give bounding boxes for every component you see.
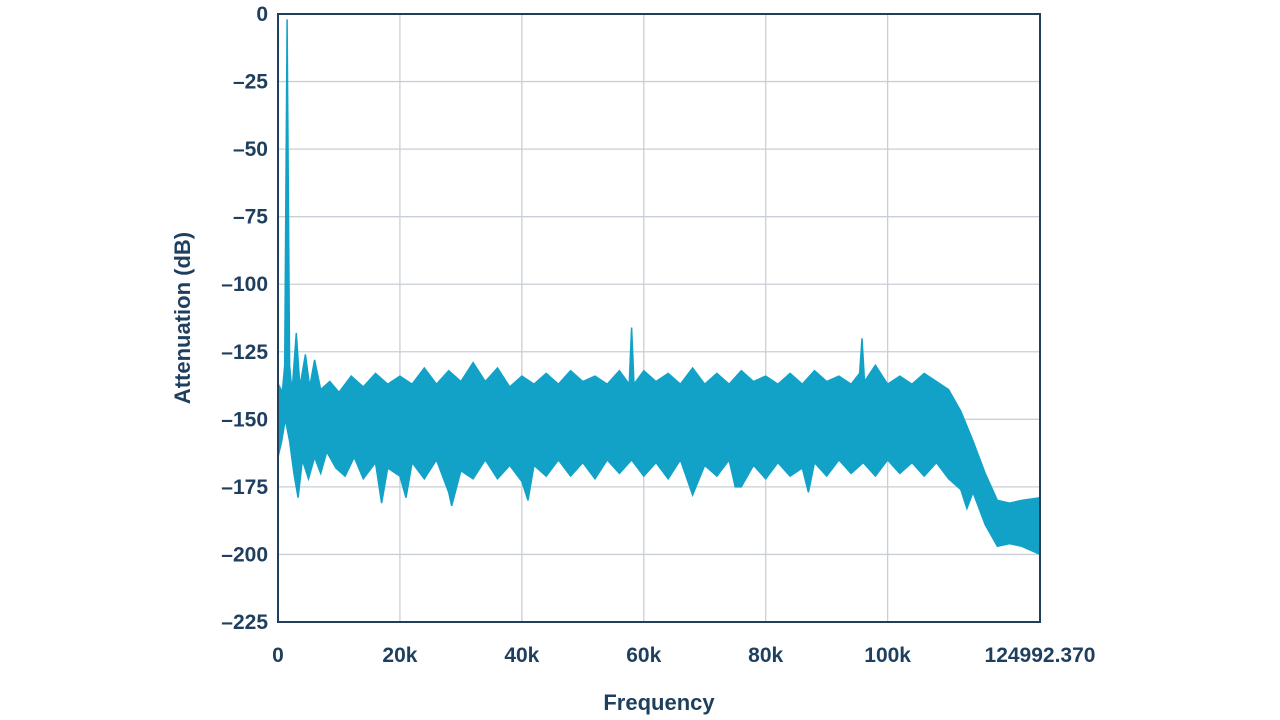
y-tick-label: –175 [221, 476, 268, 499]
y-tick-label: –100 [221, 273, 268, 296]
x-tick-label: 100k [864, 644, 911, 667]
x-tick-label: 0 [272, 644, 284, 667]
y-tick-label: –200 [221, 543, 268, 566]
x-tick-label: 80k [748, 644, 783, 667]
x-tick-label: 124992.370 [985, 644, 1096, 667]
x-tick-label: 20k [382, 644, 417, 667]
plot-frame [277, 13, 1041, 623]
x-tick-label: 60k [626, 644, 661, 667]
y-tick-label: –125 [221, 341, 268, 364]
y-axis-ticks: 0 –25 –50 –75 –100 –125 –150 –175 –200 –225 [221, 3, 268, 634]
spectrum-series-0 [277, 19, 1041, 556]
x-axis-title: Frequency [603, 690, 715, 715]
y-tick-label: –225 [221, 611, 268, 634]
grid [278, 14, 1041, 622]
y-tick-label: –150 [221, 408, 268, 431]
y-tick-label: –75 [233, 206, 268, 229]
x-axis-ticks: 0 20k 40k 60k 80k 100k 124992.370 [272, 644, 1095, 667]
y-tick-label: –25 [233, 71, 268, 94]
y-axis-title: Attenuation (dB) [170, 232, 195, 404]
series-layer [277, 19, 1041, 556]
y-tick-label: 0 [256, 3, 268, 26]
y-tick-label: –50 [233, 138, 268, 161]
x-tick-label: 40k [504, 644, 539, 667]
